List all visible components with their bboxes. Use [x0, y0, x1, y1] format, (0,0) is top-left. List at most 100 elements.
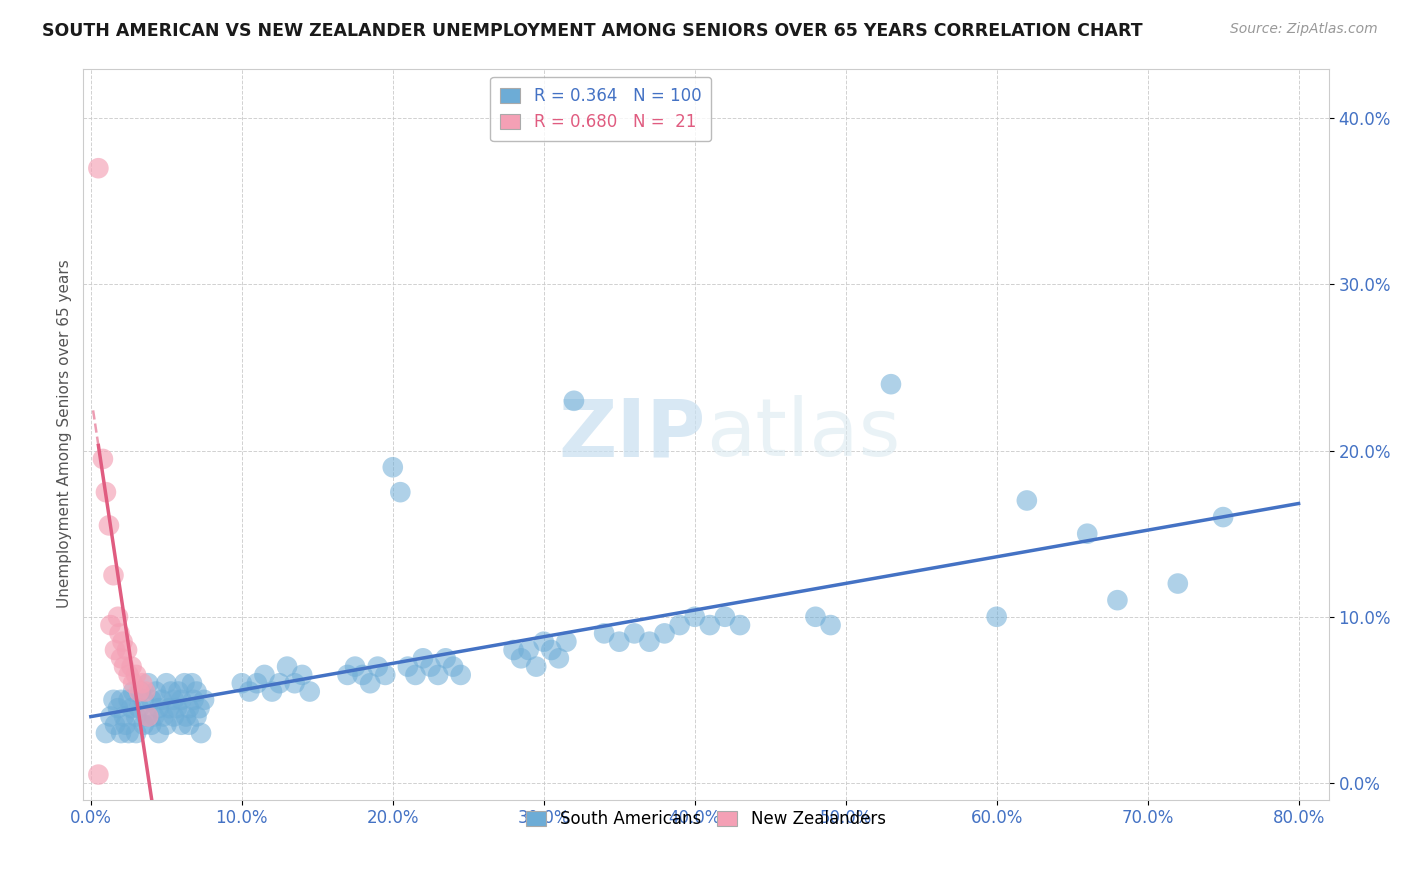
Point: [374, 668, 396, 682]
Point: [728, 618, 751, 632]
Point: [434, 651, 457, 665]
Point: [166, 701, 188, 715]
Point: [533, 634, 555, 648]
Point: [269, 676, 291, 690]
Point: [186, 684, 208, 698]
Point: [103, 693, 125, 707]
Point: [186, 709, 208, 723]
Point: [112, 659, 135, 673]
Point: [94, 485, 117, 500]
Point: [150, 693, 173, 707]
Point: [1015, 493, 1038, 508]
Point: [136, 676, 159, 690]
Point: [117, 693, 139, 707]
Point: [108, 626, 131, 640]
Point: [141, 718, 163, 732]
Point: [135, 709, 157, 723]
Point: [555, 634, 578, 648]
Point: [623, 626, 645, 640]
Point: [103, 568, 125, 582]
Point: [148, 726, 170, 740]
Point: [188, 701, 211, 715]
Point: [336, 668, 359, 682]
Point: [412, 651, 434, 665]
Point: [260, 684, 283, 698]
Point: [986, 609, 1008, 624]
Point: [181, 676, 204, 690]
Point: [170, 718, 193, 732]
Point: [131, 676, 153, 690]
Point: [1107, 593, 1129, 607]
Point: [121, 701, 143, 715]
Point: [427, 668, 450, 682]
Point: [298, 684, 321, 698]
Point: [880, 377, 903, 392]
Point: [419, 659, 441, 673]
Text: Source: ZipAtlas.com: Source: ZipAtlas.com: [1230, 22, 1378, 37]
Point: [100, 709, 122, 723]
Point: [291, 668, 314, 682]
Point: [145, 684, 167, 698]
Point: [174, 709, 197, 723]
Point: [160, 684, 183, 698]
Point: [107, 609, 129, 624]
Point: [238, 684, 260, 698]
Point: [517, 643, 540, 657]
Point: [107, 701, 129, 715]
Point: [129, 684, 152, 698]
Point: [128, 684, 150, 698]
Point: [177, 701, 200, 715]
Point: [125, 726, 148, 740]
Point: [804, 609, 827, 624]
Point: [607, 634, 630, 648]
Point: [112, 709, 135, 723]
Point: [193, 693, 215, 707]
Point: [100, 618, 122, 632]
Point: [121, 659, 143, 673]
Point: [1076, 526, 1098, 541]
Point: [173, 676, 195, 690]
Point: [155, 676, 177, 690]
Point: [276, 659, 298, 673]
Y-axis label: Unemployment Among Seniors over 65 years: Unemployment Among Seniors over 65 years: [58, 260, 72, 608]
Point: [352, 668, 374, 682]
Point: [389, 485, 412, 500]
Point: [441, 659, 464, 673]
Point: [117, 668, 139, 682]
Point: [148, 701, 170, 715]
Point: [136, 709, 159, 723]
Point: [638, 634, 661, 648]
Point: [117, 726, 139, 740]
Point: [110, 651, 132, 665]
Point: [359, 676, 381, 690]
Point: [114, 718, 136, 732]
Text: SOUTH AMERICAN VS NEW ZEALANDER UNEMPLOYMENT AMONG SENIORS OVER 65 YEARS CORRELA: SOUTH AMERICAN VS NEW ZEALANDER UNEMPLOY…: [42, 22, 1143, 40]
Point: [714, 609, 737, 624]
Point: [524, 659, 547, 673]
Point: [1212, 510, 1234, 524]
Point: [111, 634, 134, 648]
Point: [163, 709, 186, 723]
Point: [125, 709, 148, 723]
Point: [177, 718, 200, 732]
Point: [502, 643, 524, 657]
Point: [699, 618, 721, 632]
Point: [152, 709, 174, 723]
Point: [132, 693, 155, 707]
Point: [367, 659, 389, 673]
Point: [450, 668, 472, 682]
Point: [157, 701, 180, 715]
Point: [125, 668, 148, 682]
Point: [115, 643, 138, 657]
Point: [654, 626, 676, 640]
Point: [668, 618, 690, 632]
Point: [510, 651, 533, 665]
Point: [134, 684, 156, 698]
Point: [94, 726, 117, 740]
Text: atlas: atlas: [706, 395, 900, 473]
Legend: South Americans, New Zealanders: South Americans, New Zealanders: [520, 804, 893, 835]
Point: [190, 726, 212, 740]
Point: [122, 684, 145, 698]
Text: ZIP: ZIP: [558, 395, 706, 473]
Point: [155, 718, 177, 732]
